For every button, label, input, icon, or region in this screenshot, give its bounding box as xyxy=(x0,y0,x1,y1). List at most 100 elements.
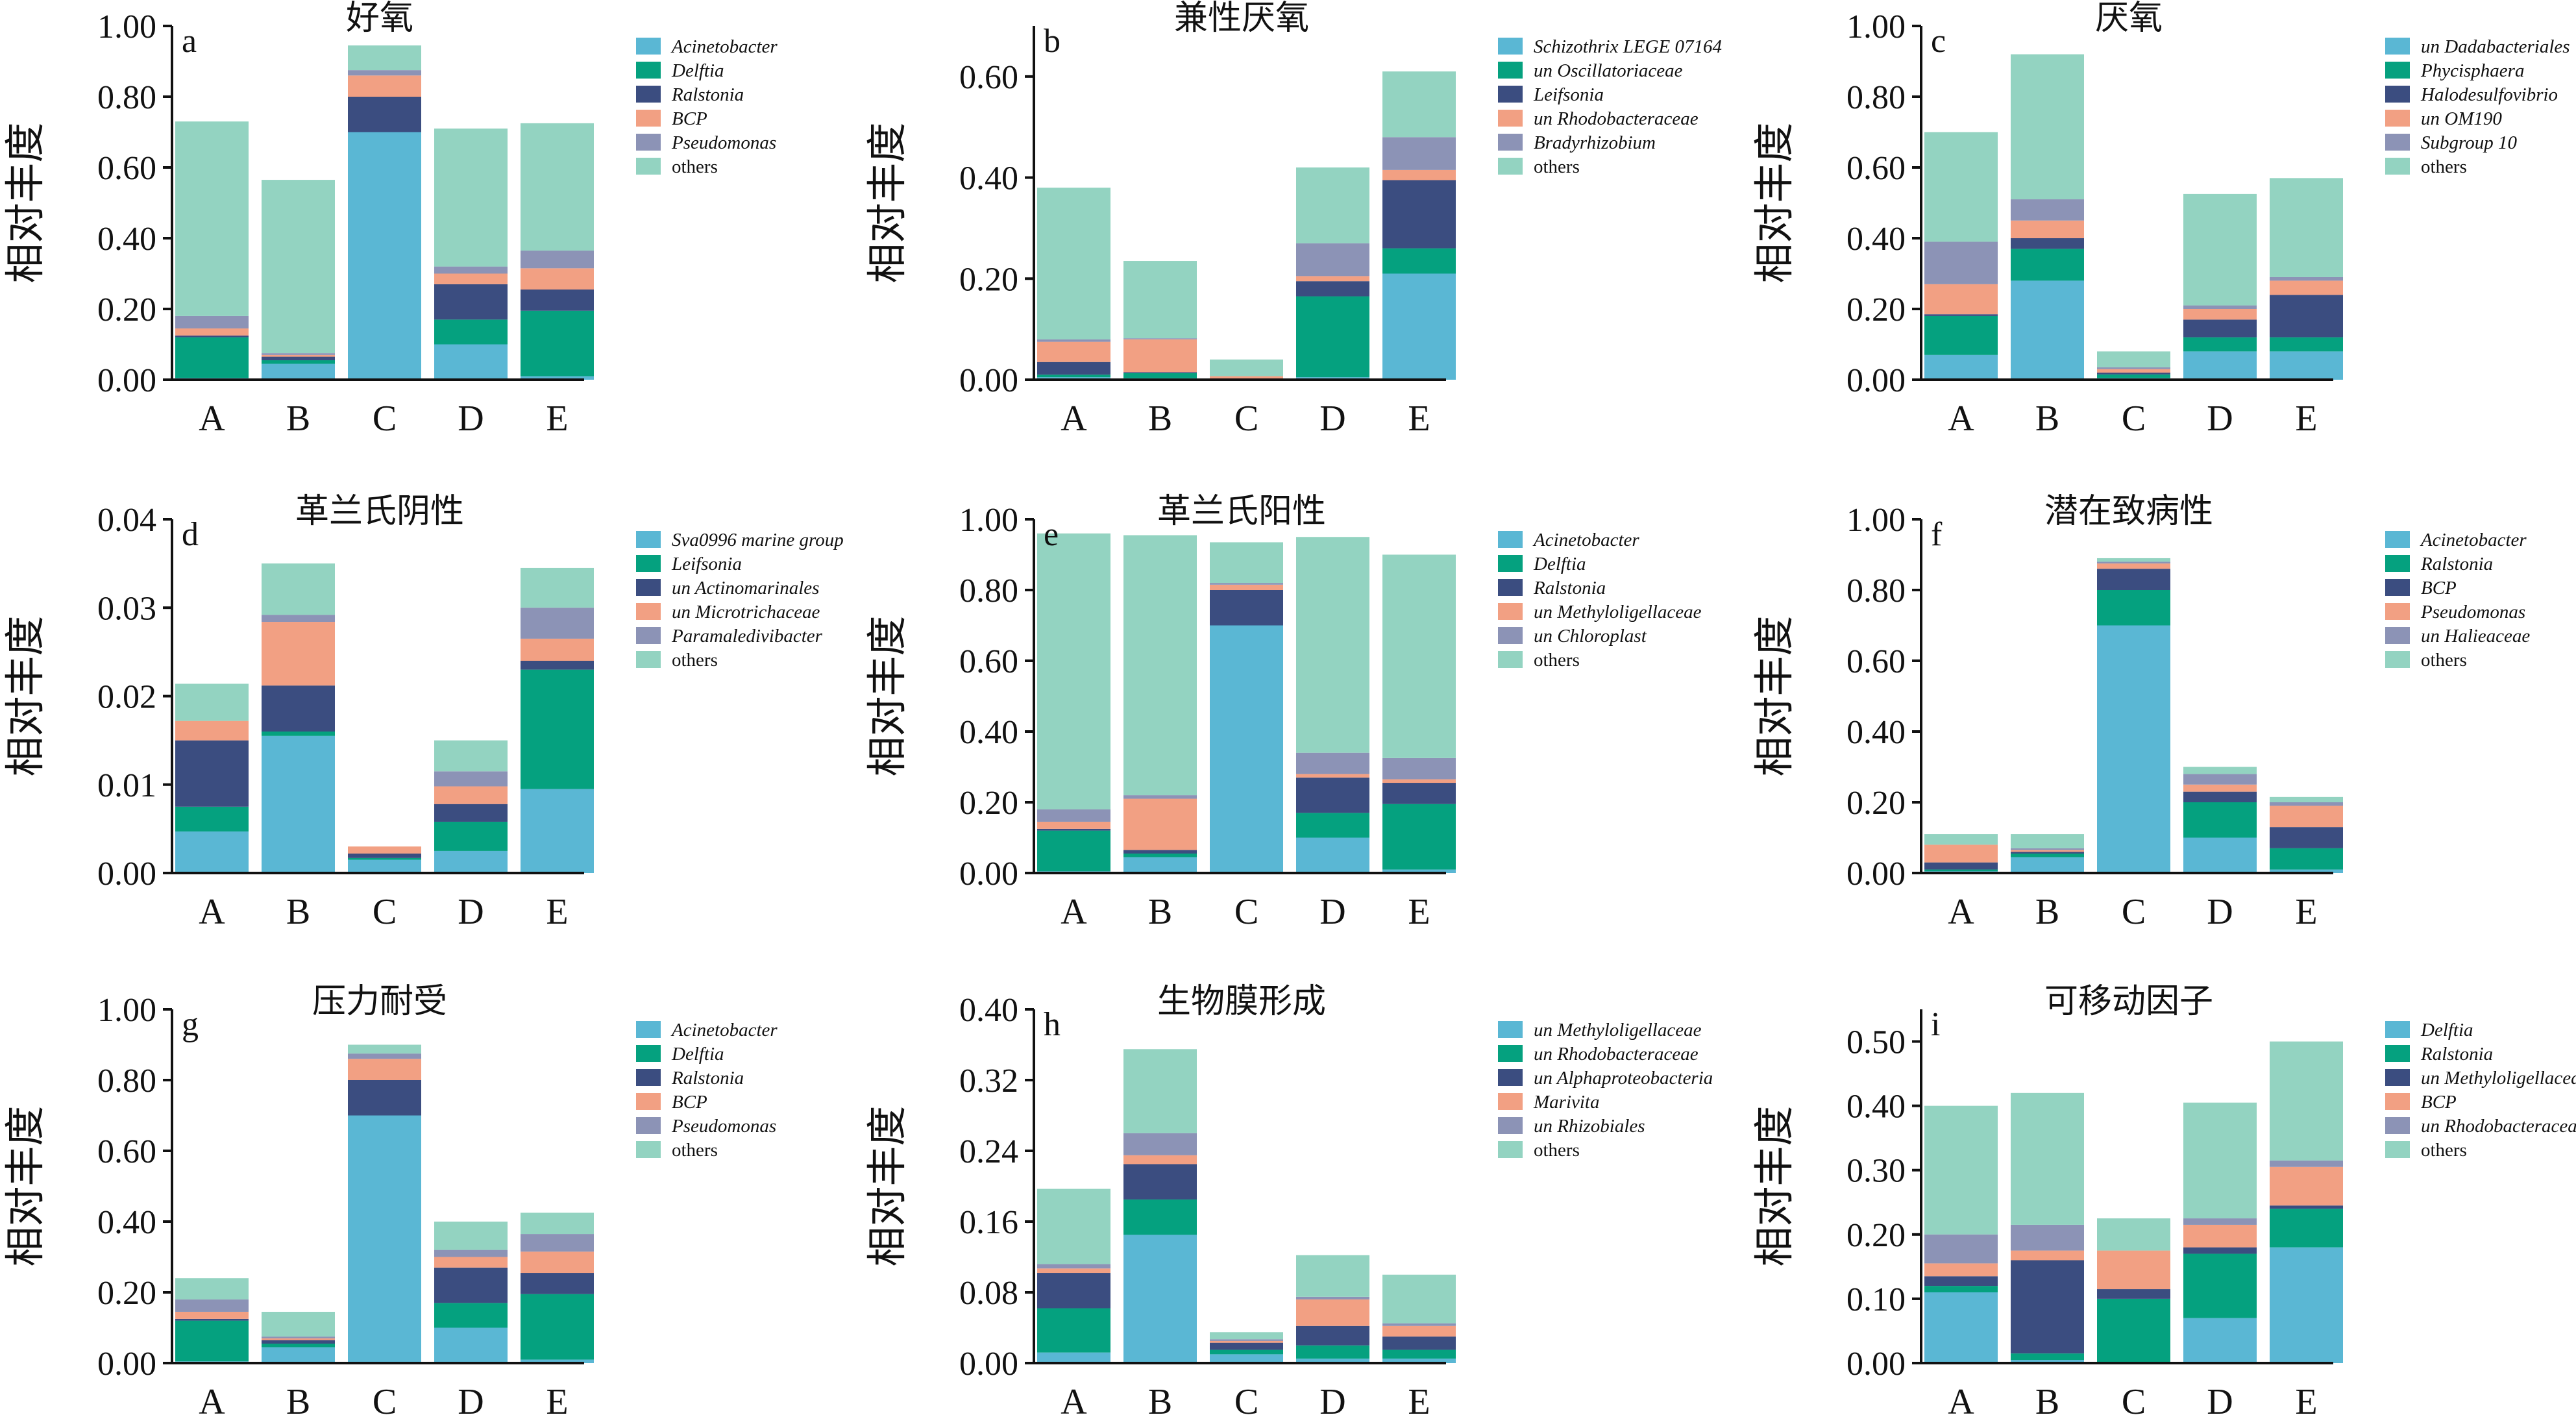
bar-segment-d-D-2 xyxy=(434,821,508,851)
legend-label: un Chloroplast xyxy=(1534,626,1647,646)
bar-segment-e-E-6 xyxy=(1382,554,1456,758)
bar-segment-a-B-3 xyxy=(262,356,335,361)
bar-segment-a-E-3 xyxy=(521,289,594,311)
y-axis-label: 相对丰度 xyxy=(1,615,49,776)
legend-label: others xyxy=(2421,1140,2467,1161)
bar-segment-i-A-5 xyxy=(1924,1234,1998,1264)
y-tick-label: 0.16 xyxy=(959,1204,1018,1241)
legend-swatch xyxy=(1498,1141,1523,1158)
bar-segment-a-B-1 xyxy=(262,363,335,380)
x-tick-label: A xyxy=(1061,892,1087,932)
bar-segment-f-D-2 xyxy=(2183,802,2257,838)
y-tick-label: 0.60 xyxy=(959,59,1018,96)
legend-label: Acinetobacter xyxy=(670,1020,778,1040)
bar-segment-c-B-6 xyxy=(2011,54,2084,200)
bar-segment-a-E-1 xyxy=(521,376,594,380)
bar-segment-g-D-5 xyxy=(434,1250,508,1257)
bar-segment-a-D-1 xyxy=(434,344,508,380)
x-tick-label: C xyxy=(1234,892,1258,932)
legend-label: BCP xyxy=(672,108,707,129)
bar-segment-b-C-4 xyxy=(1210,376,1283,379)
bar-segment-h-B-3 xyxy=(1123,1164,1197,1200)
y-tick-label: 0.20 xyxy=(1846,291,1906,328)
bar-segment-d-E-1 xyxy=(521,789,594,873)
bar-segment-d-E-3 xyxy=(521,661,594,670)
bar-segment-e-A-3 xyxy=(1037,828,1110,831)
legend-label: Bradyrhizobium xyxy=(1534,132,1656,153)
y-tick-label: 0.00 xyxy=(97,362,156,399)
bar-segment-a-D-2 xyxy=(434,319,508,345)
x-tick-label: E xyxy=(1408,1382,1430,1422)
bar-segment-d-E-4 xyxy=(521,638,594,661)
bar-segment-i-A-3 xyxy=(1924,1276,1998,1286)
y-tick-label: 0.50 xyxy=(1846,1024,1906,1061)
y-tick-label: 0.60 xyxy=(97,1133,156,1170)
legend-swatch xyxy=(636,603,661,620)
legend-label: Pseudomonas xyxy=(2420,602,2525,622)
x-tick-label: A xyxy=(1948,892,1974,932)
bar-segment-f-C-2 xyxy=(2097,590,2170,626)
bar-segment-h-E-4 xyxy=(1382,1325,1456,1337)
y-axis-label: 相对丰度 xyxy=(1,1105,49,1266)
bar-segment-d-A-4 xyxy=(175,720,249,741)
legend-label: un Halieaceae xyxy=(2421,626,2530,646)
bar-segment-a-E-2 xyxy=(521,310,594,376)
bar-segment-f-E-3 xyxy=(2270,827,2343,848)
legend-swatch xyxy=(2385,110,2410,127)
bar-segment-c-A-5 xyxy=(1924,241,1998,284)
legend-swatch xyxy=(636,579,661,596)
bar-segment-a-E-6 xyxy=(521,123,594,251)
bar-segment-h-D-1 xyxy=(1296,1359,1369,1363)
legend-swatch xyxy=(1498,134,1523,151)
bar-segment-b-A-6 xyxy=(1037,188,1110,339)
bar-segment-f-E-1 xyxy=(2270,869,2343,873)
bar-segment-i-E-3 xyxy=(2270,1205,2343,1209)
y-tick-label: 0.10 xyxy=(1846,1281,1906,1318)
bar-segment-a-B-6 xyxy=(262,180,335,354)
x-tick-label: B xyxy=(286,1382,310,1422)
bar-segment-h-A-2 xyxy=(1037,1308,1110,1353)
bar-segment-d-D-4 xyxy=(434,786,508,804)
bar-segment-g-B-1 xyxy=(262,1347,335,1363)
legend-swatch xyxy=(1498,531,1523,548)
x-tick-label: C xyxy=(2122,892,2146,932)
legend-swatch xyxy=(636,62,661,79)
x-tick-label: D xyxy=(1319,399,1345,439)
bar-segment-f-A-4 xyxy=(1924,844,1998,863)
legend-label: Paramaledivibacter xyxy=(671,626,823,646)
x-tick-label: B xyxy=(1148,399,1172,439)
panel-letter: e xyxy=(1044,516,1059,553)
x-tick-label: C xyxy=(1234,399,1258,439)
legend-swatch xyxy=(636,1117,661,1134)
bar-segment-b-D-3 xyxy=(1296,281,1369,297)
panel-a: A B C D E 0.00 0.20 0.40 0.60 0.80 1.00 相对丰度 a 好氧 Acin… xyxy=(1,0,778,439)
bar-segment-d-A-6 xyxy=(175,683,249,721)
bar-segment-a-E-4 xyxy=(521,268,594,290)
legend-label: Delftia xyxy=(2420,1020,2473,1040)
legend-label: un Actinomarinales xyxy=(672,578,819,598)
bar-segment-h-E-6 xyxy=(1382,1274,1456,1323)
legend-swatch xyxy=(1498,38,1523,55)
bar-segment-d-D-3 xyxy=(434,804,508,822)
bar-segment-c-A-2 xyxy=(1924,315,1998,355)
bar-segment-h-A-6 xyxy=(1037,1188,1110,1264)
bar-segment-c-A-1 xyxy=(1924,354,1998,380)
legend-swatch xyxy=(2385,134,2410,151)
x-tick-label: B xyxy=(1148,1382,1172,1422)
y-tick-label: 0.40 xyxy=(959,992,1018,1029)
legend-swatch xyxy=(636,1093,661,1110)
bar-segment-e-C-5 xyxy=(1210,583,1283,585)
bar-segment-b-D-2 xyxy=(1296,296,1369,378)
bar-segment-h-C-6 xyxy=(1210,1332,1283,1340)
bar-segment-c-C-5 xyxy=(2097,367,2170,369)
bar-segment-e-B-4 xyxy=(1123,798,1197,850)
bar-segment-h-E-5 xyxy=(1382,1323,1456,1326)
legend-label: Halodesulfovibrio xyxy=(2420,84,2558,105)
bar-segment-d-B-5 xyxy=(262,615,335,622)
bar-segment-e-E-2 xyxy=(1382,804,1456,870)
x-tick-label: B xyxy=(1148,892,1172,932)
y-tick-label: 1.00 xyxy=(1846,8,1906,45)
panel-title: 生物膜形成 xyxy=(1157,982,1326,1021)
bar-segment-d-E-2 xyxy=(521,669,594,789)
legend-label: Acinetobacter xyxy=(1532,530,1639,550)
